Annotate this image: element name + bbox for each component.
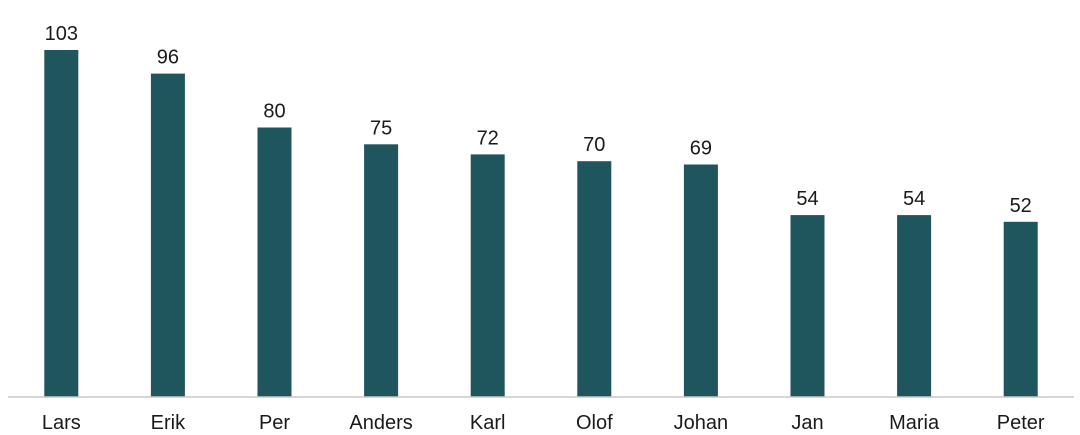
category-label-lars: Lars xyxy=(42,412,81,434)
value-label-anders: 75 xyxy=(370,117,392,139)
bar-per xyxy=(257,127,292,397)
bars-group xyxy=(44,50,1038,397)
category-label-per: Per xyxy=(259,412,290,434)
value-label-erik: 96 xyxy=(157,47,179,69)
value-label-karl: 72 xyxy=(477,127,499,149)
bar-maria xyxy=(897,215,932,397)
value-label-olof: 70 xyxy=(583,134,605,156)
value-label-peter: 52 xyxy=(1010,195,1032,217)
value-label-per: 80 xyxy=(263,101,285,123)
category-label-jan: Jan xyxy=(791,412,823,434)
bar-johan xyxy=(683,164,718,397)
value-label-maria: 54 xyxy=(903,188,925,210)
category-label-anders: Anders xyxy=(349,412,412,434)
category-label-maria: Maria xyxy=(889,412,940,434)
category-label-erik: Erik xyxy=(151,412,186,434)
category-label-peter: Peter xyxy=(997,412,1045,434)
bar-anders xyxy=(364,144,399,397)
category-labels-group: Lars Erik Per Anders Karl Olof Johan Jan Maria Pe… xyxy=(42,412,1045,434)
bar-erik xyxy=(150,73,185,397)
bar-karl xyxy=(470,154,505,397)
value-label-jan: 54 xyxy=(796,188,818,210)
category-label-karl: Karl xyxy=(470,412,506,434)
bar-lars xyxy=(44,50,79,397)
value-label-lars: 103 xyxy=(45,23,78,45)
bar-peter xyxy=(1003,221,1038,397)
bar-olof xyxy=(577,161,612,397)
category-label-johan: Johan xyxy=(674,412,729,434)
category-label-olof: Olof xyxy=(576,412,613,434)
value-label-johan: 69 xyxy=(690,138,712,160)
bar-jan xyxy=(790,215,825,397)
value-labels-group: 103 96 80 75 72 70 69 54 54 52 xyxy=(45,23,1032,217)
